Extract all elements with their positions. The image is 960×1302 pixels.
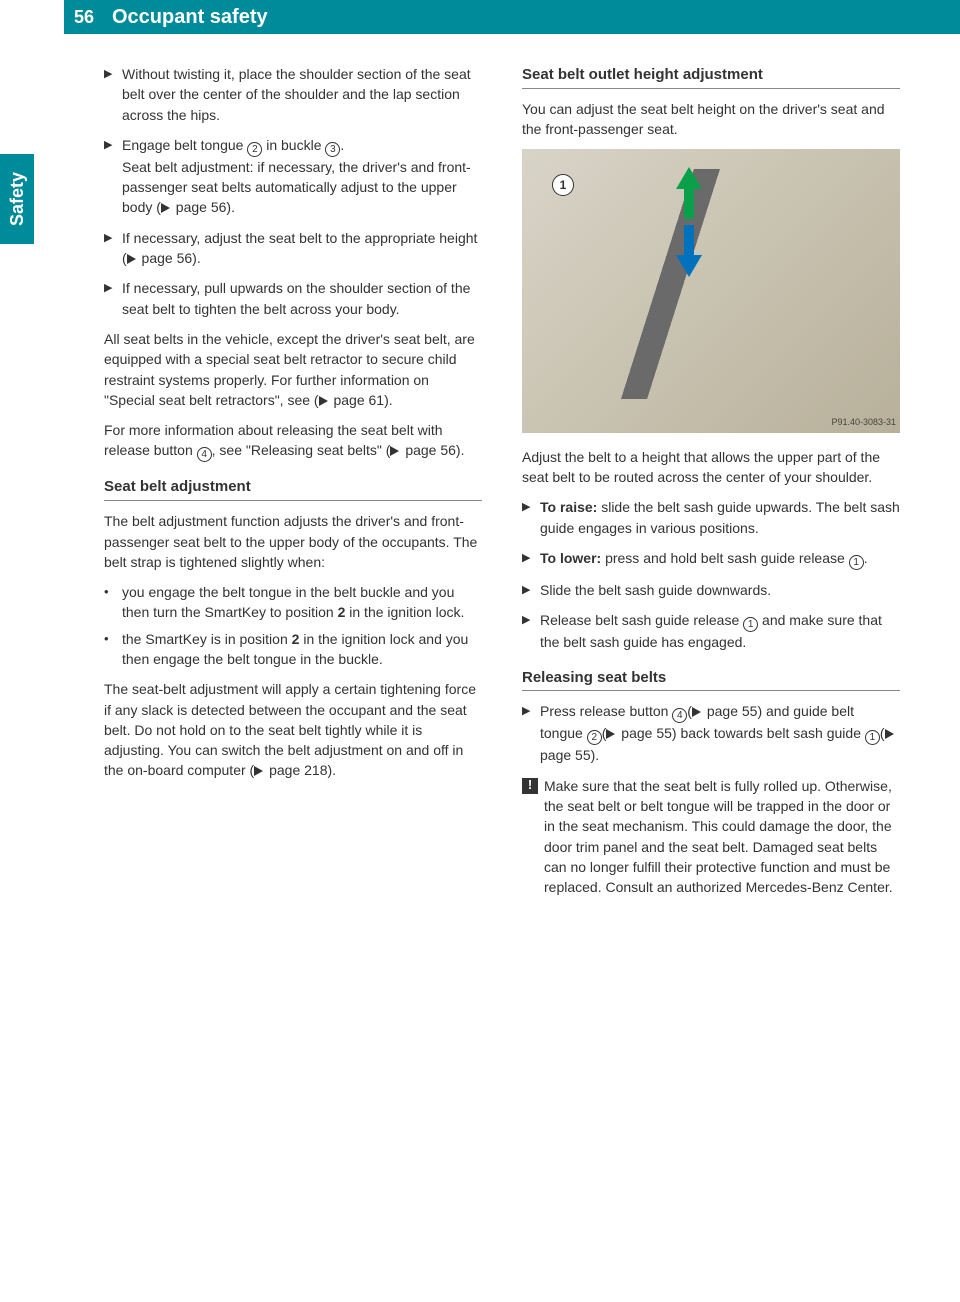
step-marker-icon: ▶: [104, 228, 122, 269]
bullet-text: the SmartKey is in position 2 in the ign…: [122, 629, 482, 670]
header-bar: 56 Occupant safety: [64, 0, 960, 34]
step-marker-icon: ▶: [522, 701, 540, 765]
bullet-text: you engage the belt tongue in the belt b…: [122, 582, 482, 623]
step-text: To lower: press and hold belt sash guide…: [540, 548, 900, 570]
step-marker-icon: ▶: [522, 497, 540, 538]
section-heading: Releasing seat belts: [522, 667, 900, 692]
step-item: ▶ To lower: press and hold belt sash gui…: [522, 548, 900, 570]
step-marker-icon: ▶: [522, 580, 540, 600]
chapter-title: Occupant safety: [104, 3, 268, 32]
paragraph: Adjust the belt to a height that allows …: [522, 447, 900, 488]
step-text: If necessary, pull upwards on the should…: [122, 278, 482, 319]
step-marker-icon: ▶: [104, 135, 122, 218]
page-number: 56: [64, 4, 104, 30]
figure-callout: 1: [552, 174, 574, 196]
step-marker-icon: ▶: [522, 610, 540, 652]
step-text: Engage belt tongue 2 in buckle 3. Seat b…: [122, 135, 482, 218]
callout-circle: 1: [743, 617, 758, 632]
paragraph: You can adjust the seat belt height on t…: [522, 99, 900, 140]
page-ref-icon: [692, 707, 701, 717]
step-text: Release belt sash guide release 1 and ma…: [540, 610, 900, 652]
step-item: ▶ Slide the belt sash guide downwards.: [522, 580, 900, 600]
step-item: ▶ Engage belt tongue 2 in buckle 3. Seat…: [104, 135, 482, 218]
bullet-list: • you engage the belt tongue in the belt…: [104, 582, 482, 669]
figure-arrow-icon: [672, 167, 706, 277]
callout-circle: 2: [247, 142, 262, 157]
callout-circle: 1: [865, 730, 880, 745]
warning-note: ! Make sure that the seat belt is fully …: [522, 776, 900, 898]
figure-code: P91.40-3083-31: [831, 416, 896, 429]
paragraph: The belt adjustment function adjusts the…: [104, 511, 482, 572]
page-ref-icon: [606, 729, 615, 739]
callout-circle: 4: [672, 708, 687, 723]
section-heading: Seat belt outlet height adjustment: [522, 64, 900, 89]
step-item: ▶ Release belt sash guide release 1 and …: [522, 610, 900, 652]
step-marker-icon: ▶: [104, 64, 122, 125]
step-item: ▶ Without twisting it, place the shoulde…: [104, 64, 482, 125]
page-ref-icon: [127, 254, 136, 264]
callout-circle: 2: [587, 730, 602, 745]
step-marker-icon: ▶: [104, 278, 122, 319]
side-tab-label: Safety: [0, 154, 34, 244]
right-column: Seat belt outlet height adjustment You c…: [522, 64, 900, 907]
content-columns: ▶ Without twisting it, place the shoulde…: [104, 64, 900, 907]
page-ref-icon: [319, 396, 328, 406]
warning-icon: !: [522, 778, 538, 794]
step-text: Slide the belt sash guide downwards.: [540, 580, 900, 600]
paragraph: For more information about releasing the…: [104, 420, 482, 462]
list-item: • you engage the belt tongue in the belt…: [104, 582, 482, 623]
callout-circle: 4: [197, 447, 212, 462]
page-ref-icon: [254, 766, 263, 776]
step-text: To raise: slide the belt sash guide upwa…: [540, 497, 900, 538]
callout-circle: 1: [849, 555, 864, 570]
callout-circle: 3: [325, 142, 340, 157]
section-heading: Seat belt adjustment: [104, 476, 482, 501]
left-column: ▶ Without twisting it, place the shoulde…: [104, 64, 482, 907]
page-ref-icon: [161, 203, 170, 213]
step-marker-icon: ▶: [522, 548, 540, 570]
list-item: • the SmartKey is in position 2 in the i…: [104, 629, 482, 670]
step-item: ▶ If necessary, adjust the seat belt to …: [104, 228, 482, 269]
page-ref-icon: [390, 446, 399, 456]
side-tab: Safety: [0, 34, 64, 284]
bullet-icon: •: [104, 629, 122, 670]
warning-text: Make sure that the seat belt is fully ro…: [538, 776, 900, 898]
step-item: ▶ If necessary, pull upwards on the shou…: [104, 278, 482, 319]
paragraph: All seat belts in the vehicle, except th…: [104, 329, 482, 410]
step-item: ▶ Press release button 4( page 55) and g…: [522, 701, 900, 765]
step-item: ▶ To raise: slide the belt sash guide up…: [522, 497, 900, 538]
step-text: If necessary, adjust the seat belt to th…: [122, 228, 482, 269]
page-ref-icon: [885, 729, 894, 739]
page: 56 Occupant safety Safety ▶ Without twis…: [0, 0, 960, 1302]
bullet-icon: •: [104, 582, 122, 623]
step-text: Press release button 4( page 55) and gui…: [540, 701, 900, 765]
paragraph: The seat-belt adjustment will apply a ce…: [104, 679, 482, 780]
seat-belt-figure: 1 P91.40-3083-31: [522, 149, 900, 433]
step-text: Without twisting it, place the shoulder …: [122, 64, 482, 125]
